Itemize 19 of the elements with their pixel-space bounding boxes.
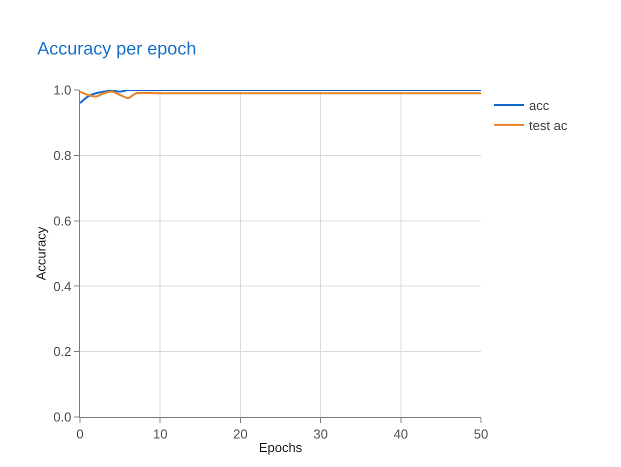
x-tick-label: 50 (474, 426, 488, 442)
y-tick-label: 0.8 (53, 148, 72, 163)
x-tick-label: 30 (313, 426, 328, 442)
line-series (80, 90, 481, 100)
x-tick-label: 0 (76, 426, 84, 442)
legend-label: test ac (529, 118, 568, 133)
x-tick-label: 20 (233, 426, 248, 442)
legend-label: acc (529, 98, 550, 114)
y-tick-label: 0.2 (53, 344, 72, 360)
y-axis-title: Accuracy (33, 226, 48, 280)
chart-title: Accuracy per epoch (37, 38, 196, 59)
y-tick-label: 0.6 (53, 213, 72, 228)
x-axis-title: Epochs (258, 440, 303, 456)
x-tick-label: 10 (152, 426, 168, 442)
y-tick-label: 0.4 (53, 278, 72, 294)
y-tick-label: 0.0 (53, 410, 72, 425)
y-tick-label: 1.0 (53, 82, 72, 98)
x-tick-label: 40 (394, 426, 408, 442)
line-series (80, 90, 481, 104)
